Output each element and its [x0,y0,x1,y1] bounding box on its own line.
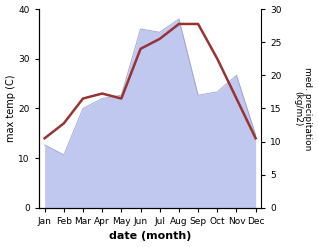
X-axis label: date (month): date (month) [109,231,191,242]
Y-axis label: med. precipitation
(kg/m2): med. precipitation (kg/m2) [293,67,313,150]
Y-axis label: max temp (C): max temp (C) [5,75,16,142]
